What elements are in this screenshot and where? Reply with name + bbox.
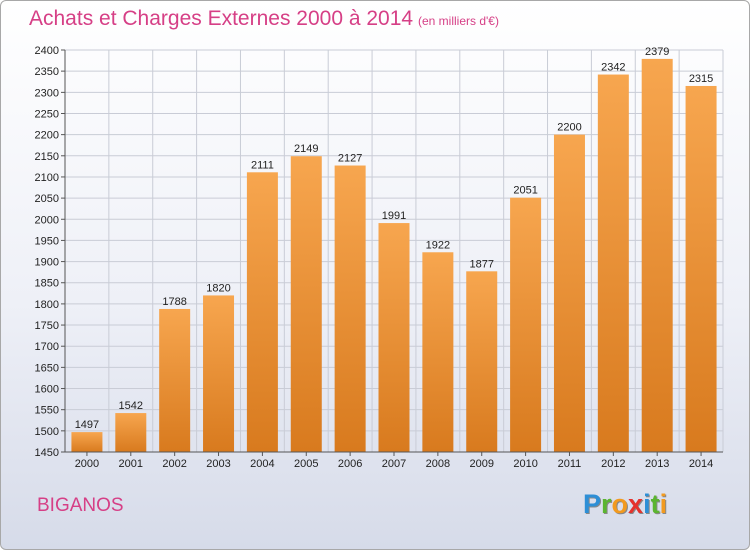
logo-letter: P xyxy=(583,489,602,519)
bar-2006 xyxy=(334,165,366,453)
chart-title: Achats et Charges Externes 2000 à 2014 xyxy=(29,7,414,30)
y-tick-label: 2300 xyxy=(35,87,59,99)
data-label-2013: 2379 xyxy=(645,46,669,58)
y-tick-label: 1600 xyxy=(35,384,59,396)
y-tick-label: 2050 xyxy=(35,193,59,205)
x-tick-label-2011: 2011 xyxy=(558,458,582,470)
data-label-2000: 1497 xyxy=(75,419,99,431)
data-label-2001: 1542 xyxy=(119,400,143,412)
y-tick-label: 1800 xyxy=(35,299,59,311)
bar-2000 xyxy=(71,432,103,452)
x-tick-label-2002: 2002 xyxy=(162,458,186,470)
city-name: BIGANOS xyxy=(37,495,124,516)
x-tick-label-2012: 2012 xyxy=(601,458,625,470)
data-label-2014: 2315 xyxy=(689,73,713,85)
data-label-2008: 1922 xyxy=(426,239,450,251)
bar-2005 xyxy=(290,156,322,452)
logo-letter: i xyxy=(659,489,668,519)
y-tick-label: 2400 xyxy=(35,45,59,57)
bar-2012 xyxy=(597,74,629,453)
data-label-2011: 2200 xyxy=(557,122,581,134)
bar-2014 xyxy=(685,85,717,453)
chart-subtitle: (en milliers d'€) xyxy=(418,14,499,28)
y-tick-label: 1750 xyxy=(35,320,59,332)
bar-2008 xyxy=(422,252,454,452)
y-tick-label: 1700 xyxy=(35,341,59,353)
x-tick-label-2014: 2014 xyxy=(689,458,713,470)
proxiti-logo: Proxiti xyxy=(583,489,667,520)
x-tick-label-2009: 2009 xyxy=(469,458,493,470)
data-label-2002: 1788 xyxy=(162,296,186,308)
x-tick-label-2001: 2001 xyxy=(119,458,143,470)
y-tick-label: 1900 xyxy=(35,257,59,269)
x-tick-label-2004: 2004 xyxy=(250,458,274,470)
data-label-2007: 1991 xyxy=(382,210,406,222)
y-tick-label: 1500 xyxy=(35,426,59,438)
x-tick-label-2013: 2013 xyxy=(645,458,669,470)
data-label-2004: 2111 xyxy=(251,159,274,171)
logo-letter: t xyxy=(650,489,660,519)
bar-2013 xyxy=(641,58,673,452)
bar-2001 xyxy=(115,413,147,452)
y-tick-label: 2350 xyxy=(35,66,59,78)
data-label-2006: 2127 xyxy=(338,153,362,165)
x-tick-label-2007: 2007 xyxy=(382,458,406,470)
bar-2004 xyxy=(246,172,278,452)
logo-letter: i xyxy=(643,489,651,519)
y-tick-label: 1950 xyxy=(35,235,59,247)
logo-letter: o xyxy=(611,489,629,519)
y-tick-label: 2000 xyxy=(35,214,59,226)
bar-2010 xyxy=(510,197,542,452)
logo-letter: x xyxy=(628,489,644,519)
data-label-2012: 2342 xyxy=(601,62,625,74)
logo-letter: r xyxy=(601,489,612,519)
y-tick-label: 2100 xyxy=(35,172,59,184)
data-label-2009: 1877 xyxy=(469,258,493,270)
x-tick-label-2003: 2003 xyxy=(206,458,230,470)
bar-2002 xyxy=(159,308,191,452)
x-tick-label-2006: 2006 xyxy=(338,458,362,470)
bar-2007 xyxy=(378,223,410,452)
y-tick-label: 1550 xyxy=(35,405,59,417)
bar-2003 xyxy=(203,295,235,452)
y-tick-label: 1650 xyxy=(35,362,59,374)
data-label-2005: 2149 xyxy=(294,143,318,155)
x-tick-label-2008: 2008 xyxy=(426,458,450,470)
x-tick-label-2000: 2000 xyxy=(75,458,99,470)
data-label-2010: 2051 xyxy=(513,185,537,197)
y-tick-label: 2250 xyxy=(35,108,59,120)
bar-2011 xyxy=(553,134,585,452)
y-tick-label: 1850 xyxy=(35,278,59,290)
axes: 1450 1500 1550 1600 1650 1700 1750 1800 1850 1900… xyxy=(35,45,723,470)
y-tick-label: 2200 xyxy=(35,130,59,142)
y-tick-label: 2150 xyxy=(35,151,59,163)
x-tick-label-2010: 2010 xyxy=(513,458,537,470)
y-tick-label: 1450 xyxy=(35,447,59,459)
data-label-2003: 1820 xyxy=(206,282,230,294)
bars: 1497 1542 1788 1820 2111 2149 2127 1991 1922 1877… xyxy=(71,46,717,453)
x-tick-label-2005: 2005 xyxy=(294,458,318,470)
bar-2009 xyxy=(466,271,498,452)
